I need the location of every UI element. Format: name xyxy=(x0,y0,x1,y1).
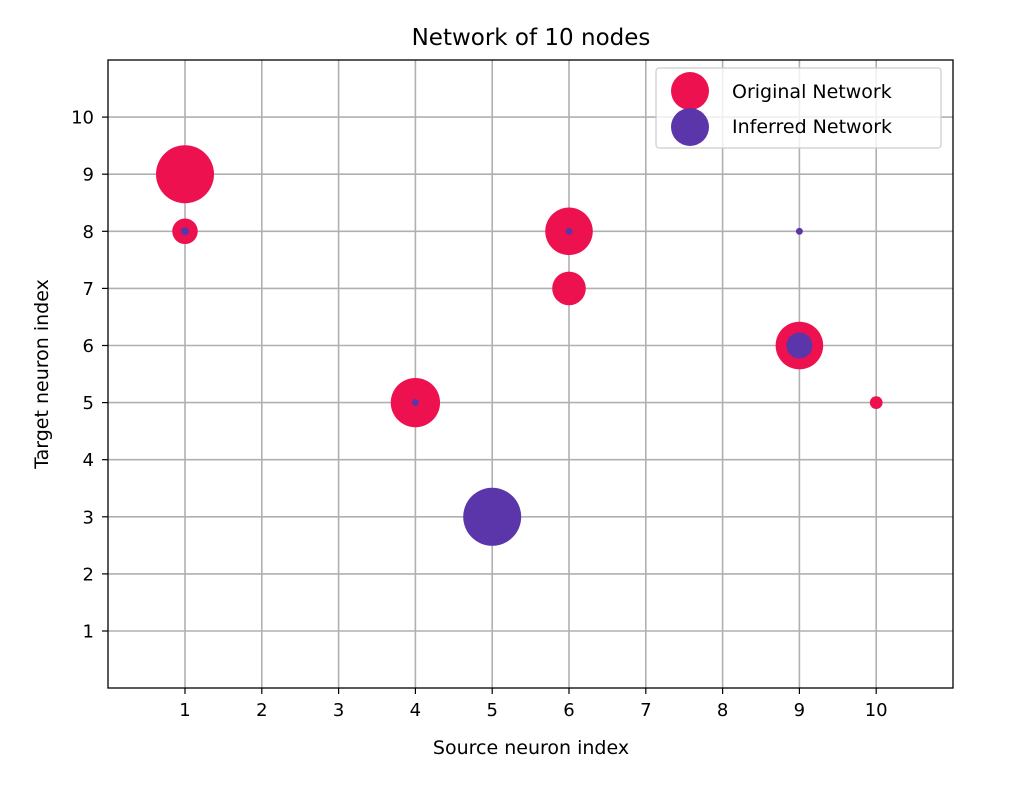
original-network-point xyxy=(869,396,883,409)
legend-marker-inferred xyxy=(671,108,709,146)
y-tick-label: 6 xyxy=(83,336,94,357)
original-network-point xyxy=(156,145,214,204)
inferred-network-point xyxy=(565,227,573,235)
y-axis-label: Target neuron index xyxy=(31,279,53,470)
y-tick-label: 10 xyxy=(71,108,94,129)
x-tick-label: 9 xyxy=(794,700,805,721)
y-tick-label: 7 xyxy=(83,279,94,300)
y-tick-label: 5 xyxy=(83,393,94,414)
x-tick-label: 1 xyxy=(179,700,190,721)
x-tick-label: 8 xyxy=(717,700,728,721)
legend-box xyxy=(655,67,942,149)
legend: Original Network Inferred Network xyxy=(655,67,942,149)
y-tick-label: 9 xyxy=(83,165,94,186)
inferred-network-point xyxy=(180,227,190,236)
inferred-network-point xyxy=(786,332,813,359)
legend-marker-original xyxy=(671,72,709,110)
chart-title: Network of 10 nodes xyxy=(412,25,651,51)
legend-label-inferred: Inferred Network xyxy=(732,116,892,138)
x-tick-label: 3 xyxy=(333,700,344,721)
series-original-network xyxy=(156,145,883,428)
data-points xyxy=(156,145,883,546)
y-tick-label: 3 xyxy=(83,507,94,528)
axis-ticks: 1 2 3 4 5 6 7 8 9 10 1 2 3 4 5 6 7 8 9 10 xyxy=(71,108,888,721)
series-inferred-network xyxy=(180,227,813,546)
plot-area xyxy=(107,59,954,689)
legend-label-original: Original Network xyxy=(732,81,892,103)
grid-lines xyxy=(108,60,953,688)
y-tick-label: 8 xyxy=(83,222,94,243)
x-axis-label: Source neuron index xyxy=(433,737,629,759)
y-tick-label: 4 xyxy=(83,450,94,471)
x-tick-label: 4 xyxy=(410,700,421,721)
y-tick-label: 2 xyxy=(83,564,94,585)
x-tick-label: 7 xyxy=(640,700,651,721)
x-tick-label: 2 xyxy=(256,700,267,721)
x-tick-label: 10 xyxy=(865,700,888,721)
original-network-point xyxy=(552,271,586,306)
x-tick-label: 6 xyxy=(563,700,574,721)
inferred-network-point xyxy=(463,487,522,546)
y-tick-label: 1 xyxy=(83,622,94,643)
inferred-network-point xyxy=(411,399,419,407)
inferred-network-point xyxy=(795,227,803,235)
x-tick-label: 5 xyxy=(486,700,497,721)
